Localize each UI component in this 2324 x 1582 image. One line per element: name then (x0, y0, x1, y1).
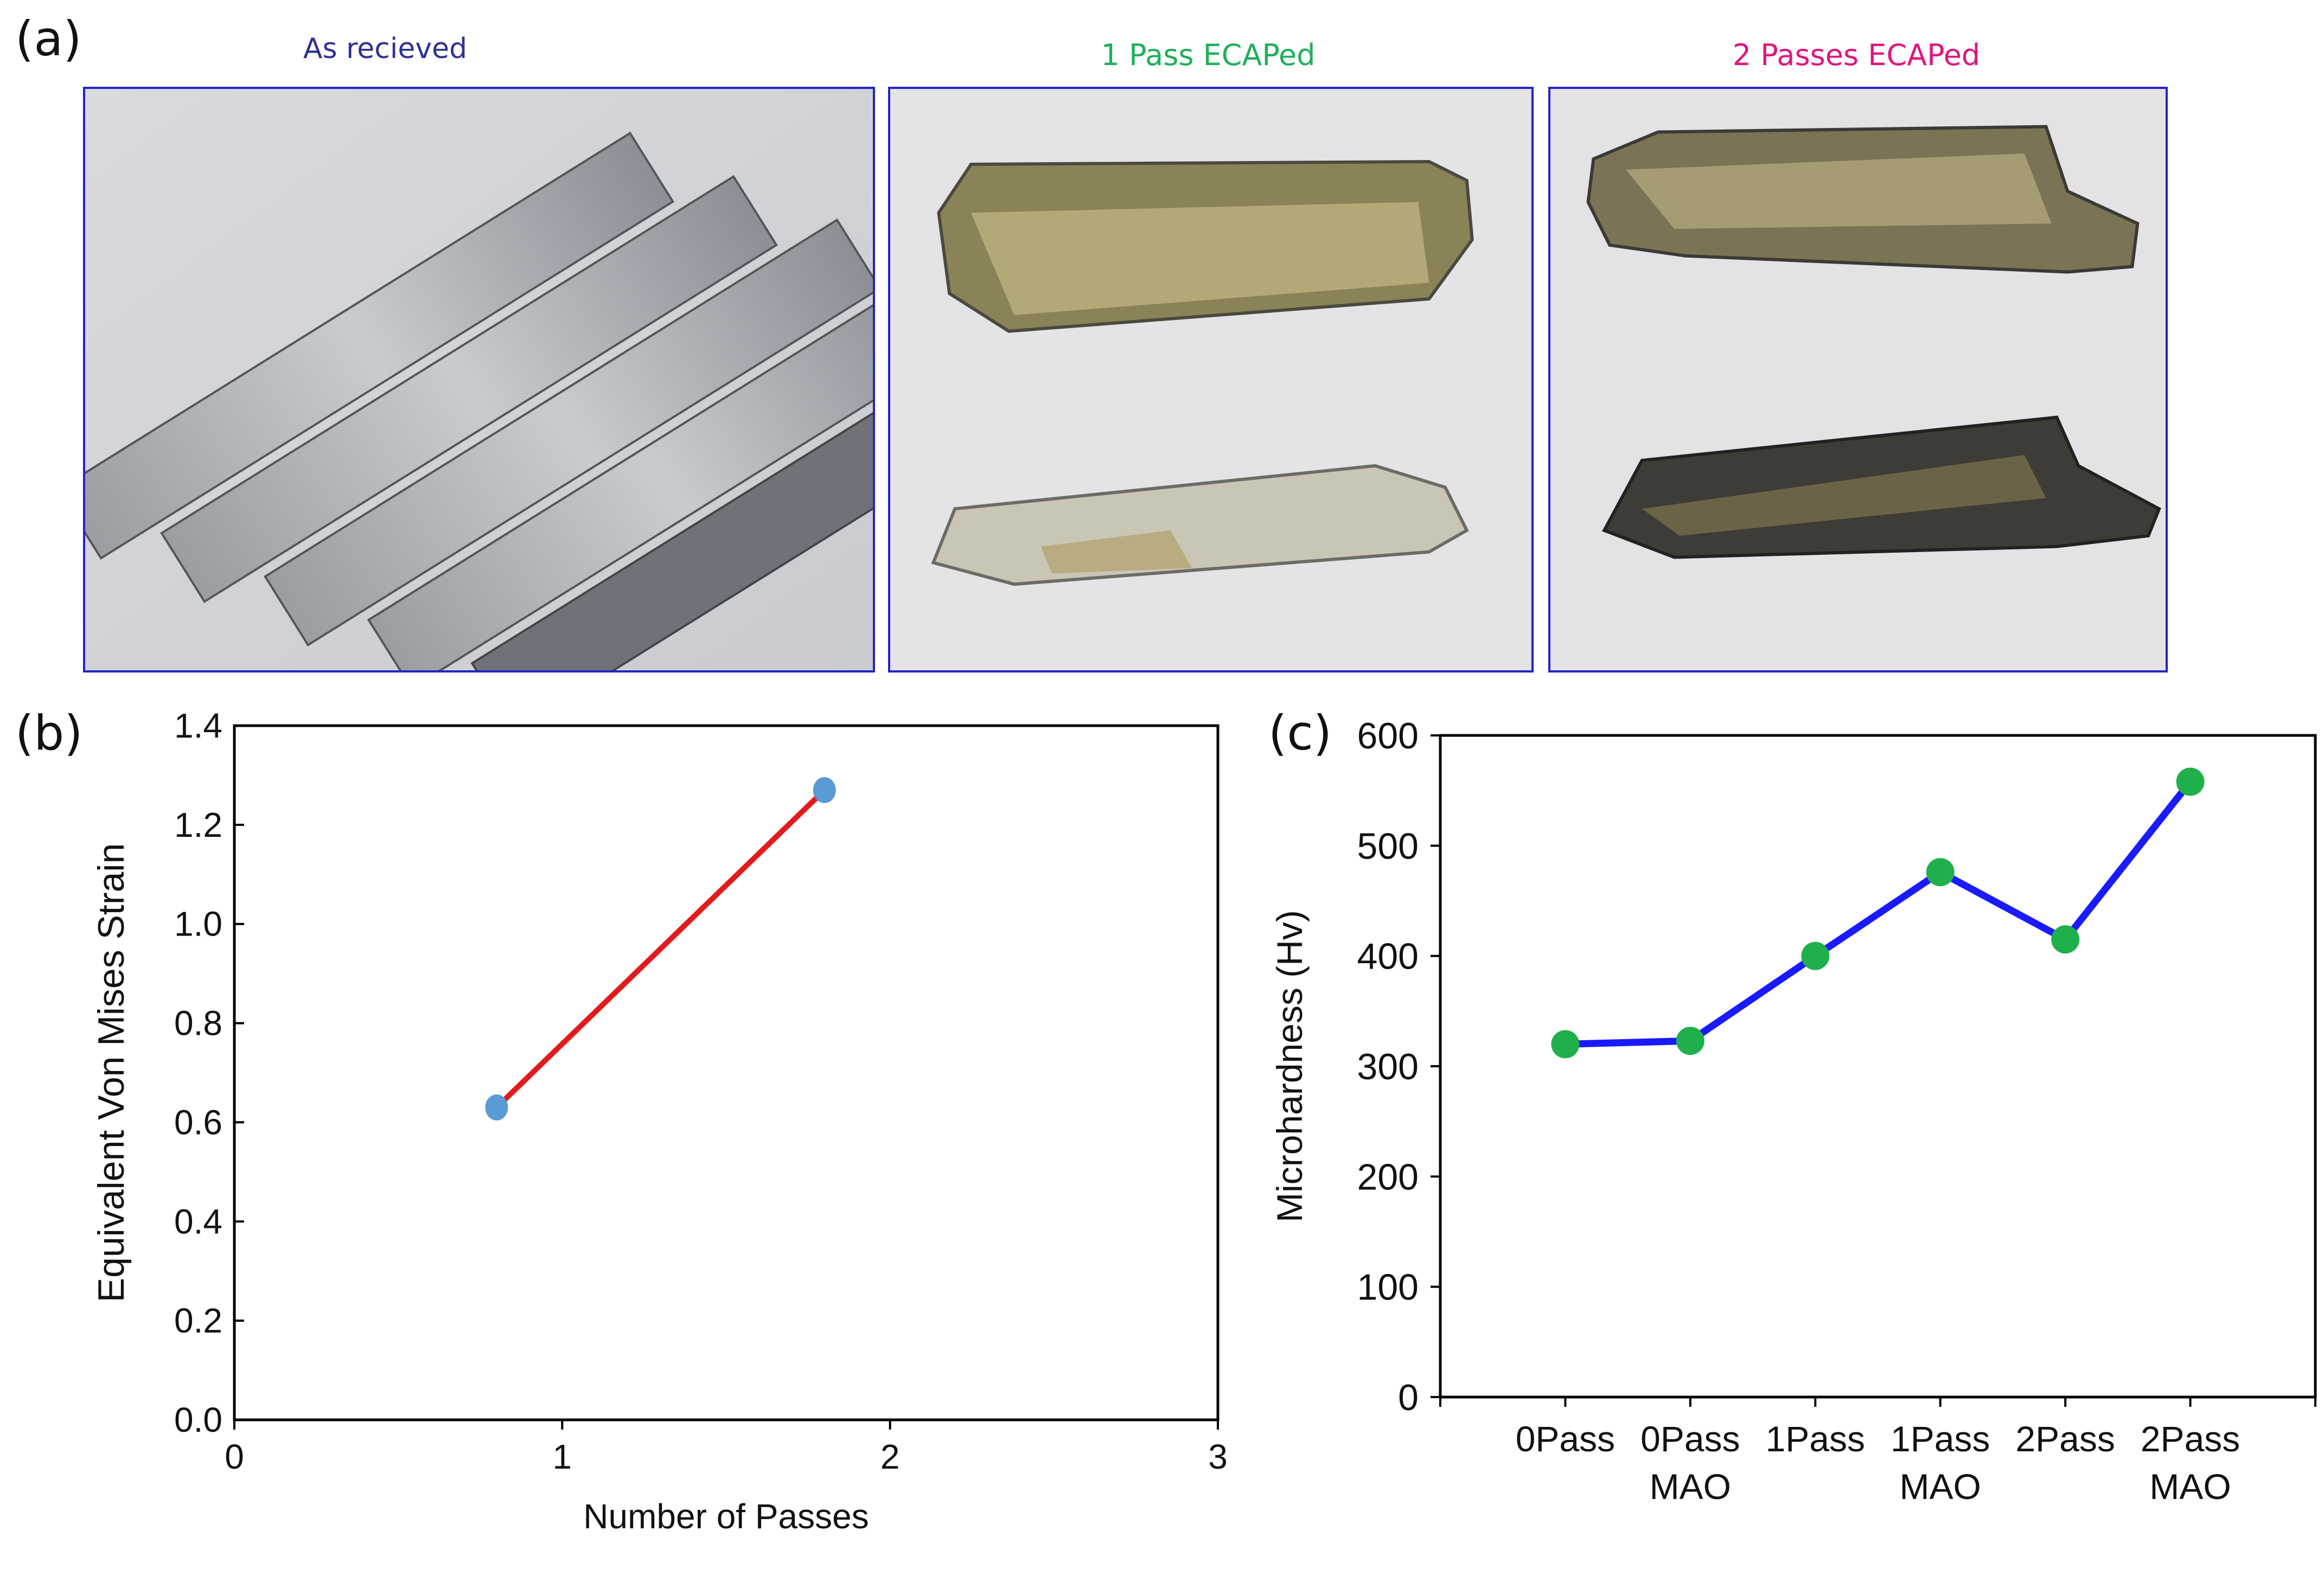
photo-caption-1-pass: 1 Pass ECAPed (1101, 38, 1316, 72)
y-tick-label: 400 (1357, 936, 1419, 977)
data-point (1551, 1030, 1580, 1059)
y-tick-label: 0.4 (174, 1202, 222, 1241)
series-line (494, 788, 827, 1110)
data-point (485, 1094, 508, 1120)
panel-c-label: (c) (1268, 705, 1332, 761)
y-tick-label: 200 (1357, 1156, 1419, 1197)
x-category-label: 0Pass (1516, 1419, 1615, 1459)
x-tick-label: 3 (1208, 1437, 1228, 1476)
x-axis-label: Number of Passes (583, 1497, 869, 1536)
data-point (1801, 941, 1830, 970)
x-category-label: MAO (1650, 1466, 1731, 1507)
photo-caption-2-passes: 2 Passes ECAPed (1732, 38, 1981, 72)
y-tick-label: 0.2 (174, 1301, 222, 1340)
y-tick-label: 300 (1357, 1046, 1419, 1087)
y-tick-label: 0 (1398, 1377, 1419, 1418)
x-axis-label: Status of CP Ti Specimens (1665, 1576, 2091, 1582)
y-tick-label: 1.4 (174, 706, 222, 745)
x-category-label: MAO (1900, 1466, 1981, 1507)
y-tick-label: 1.0 (174, 905, 222, 944)
y-tick-label: 1.2 (174, 805, 222, 844)
x-tick-label: 0 (225, 1437, 244, 1476)
data-point (2051, 925, 2080, 954)
x-category-label: 2Pass (2015, 1419, 2115, 1459)
y-axis-label: Equivalent Von Mises Strain (91, 843, 132, 1303)
data-point (813, 777, 836, 803)
series-line (1565, 779, 2193, 1048)
x-category-label: 0Pass (1640, 1419, 1740, 1459)
x-category-label: 2Pass (2141, 1419, 2240, 1459)
photo-1-pass (888, 87, 1534, 672)
x-tick-label: 1 (553, 1437, 572, 1476)
y-axis-label: Microhardness (Hv) (1269, 910, 1310, 1222)
plot-frame (233, 724, 1220, 1421)
data-point (2176, 767, 2205, 796)
metal-bars (85, 131, 873, 670)
y-tick-label: 500 (1357, 825, 1419, 867)
y-tick-label: 600 (1357, 715, 1419, 757)
panel-b-label: (b) (15, 705, 83, 761)
x-tick-label: 2 (880, 1437, 900, 1476)
photo-as-received (83, 87, 875, 672)
x-category-label: MAO (2149, 1466, 2231, 1507)
y-tick-label: 0.6 (174, 1103, 222, 1142)
data-point (1676, 1027, 1704, 1055)
x-category-label: 1Pass (1891, 1419, 1990, 1459)
x-category-label: 1Pass (1766, 1419, 1865, 1459)
plot-frame (1439, 734, 2317, 1399)
photo-2-passes (1548, 87, 2168, 672)
strain-chart: 0.0 0.2 0.4 0.6 0.8 1.0 1.2 1.4 0 1 2 3 Number of Pa… (91, 706, 1228, 1536)
panel-a-label: (a) (15, 11, 82, 67)
data-point (1926, 858, 1955, 887)
y-tick-label: 100 (1357, 1267, 1419, 1308)
photo-caption-as-received: As recieved (303, 33, 468, 65)
y-tick-label: 0.0 (174, 1400, 222, 1439)
y-tick-label: 0.8 (174, 1004, 222, 1043)
microhardness-chart: 0 100 200 300 400 500 600 0Pass 0Pass MAO 1Pass 1Pa… (1269, 715, 2317, 1582)
